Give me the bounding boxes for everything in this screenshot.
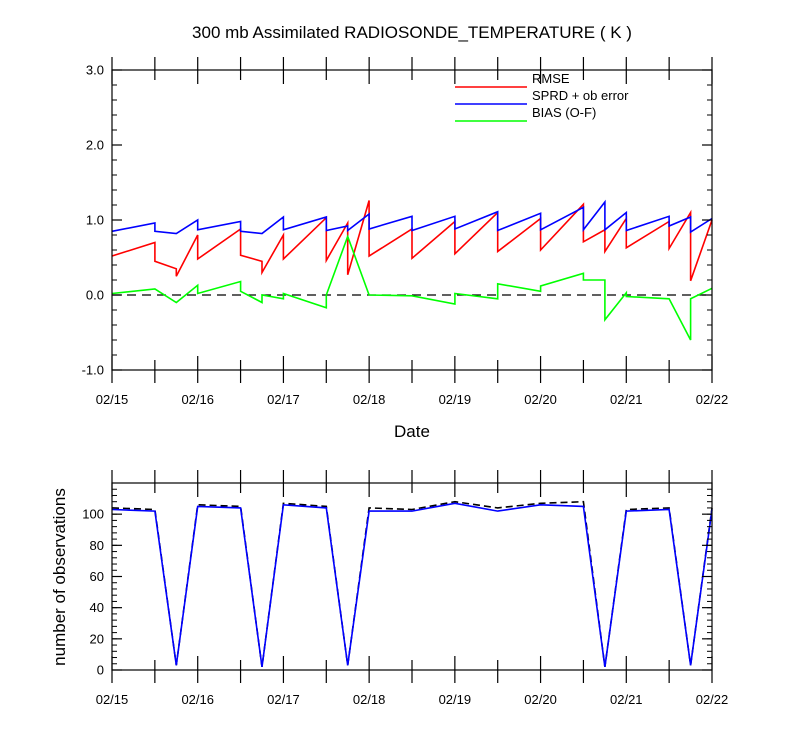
x-tick-label: 02/21 [610, 692, 643, 707]
x-tick-label: 02/19 [439, 692, 472, 707]
x-tick-label: 02/18 [353, 692, 386, 707]
top-plot-area [111, 199, 713, 341]
x-tick-label: 02/16 [181, 692, 214, 707]
top-axis-ticks: -1.0 0.0 1.0 2.0 3.0 02/15 02/16 02/17 02/18 02/1… [82, 57, 729, 407]
series-line-bias-o-f [111, 234, 713, 341]
legend-label: RMSE [532, 71, 570, 86]
y-tick-label: 40 [90, 600, 104, 615]
bottom-axis-ticks: 0 20 40 60 80 100 02/15 02/16 02/17 02/18 02/19 02/… [82, 470, 728, 707]
y-tick-label: 0.0 [86, 288, 104, 303]
y-tick-label: 2.0 [86, 138, 104, 153]
x-tick-label: 02/17 [267, 392, 300, 407]
series-line-sprd-ob-error [111, 199, 713, 235]
x-tick-label: 02/22 [696, 692, 729, 707]
observation-count-panel: 0 20 40 60 80 100 02/15 02/16 02/17 02/18 02/19 02/… [50, 470, 728, 707]
x-tick-label: 02/17 [267, 692, 300, 707]
y-tick-label: 80 [90, 538, 104, 553]
legend: RMSE SPRD + ob error BIAS (O-F) [455, 71, 629, 122]
x-tick-label: 02/19 [439, 392, 472, 407]
y-tick-label: 0 [97, 663, 104, 678]
series-line-possible [111, 500, 713, 668]
y-tick-label: 20 [90, 631, 104, 646]
y-tick-label: 60 [90, 569, 104, 584]
y-tick-label: 3.0 [86, 63, 104, 78]
bias-rmse-panel: 300 mb Assimilated RADIOSONDE_TEMPERATUR… [82, 23, 729, 441]
x-tick-label: 02/15 [96, 392, 129, 407]
series-line-rmse [111, 200, 713, 282]
chart-title: 300 mb Assimilated RADIOSONDE_TEMPERATUR… [192, 23, 632, 42]
x-tick-label: 02/22 [696, 392, 729, 407]
x-tick-label: 02/21 [610, 392, 643, 407]
legend-label: BIAS (O-F) [532, 105, 596, 120]
y-tick-label: 100 [82, 507, 104, 522]
y-tick-label: -1.0 [82, 363, 104, 378]
x-tick-label: 02/16 [181, 392, 214, 407]
x-tick-label: 02/15 [96, 692, 129, 707]
series-line-assimilated [111, 502, 713, 668]
x-axis-label: Date [394, 422, 430, 441]
x-tick-label: 02/18 [353, 392, 386, 407]
x-tick-label: 02/20 [524, 692, 557, 707]
legend-label: SPRD + ob error [532, 88, 629, 103]
y-axis-label: number of observations [50, 488, 69, 666]
bottom-plot-area [111, 500, 713, 668]
x-tick-label: 02/20 [524, 392, 557, 407]
y-tick-label: 1.0 [86, 213, 104, 228]
